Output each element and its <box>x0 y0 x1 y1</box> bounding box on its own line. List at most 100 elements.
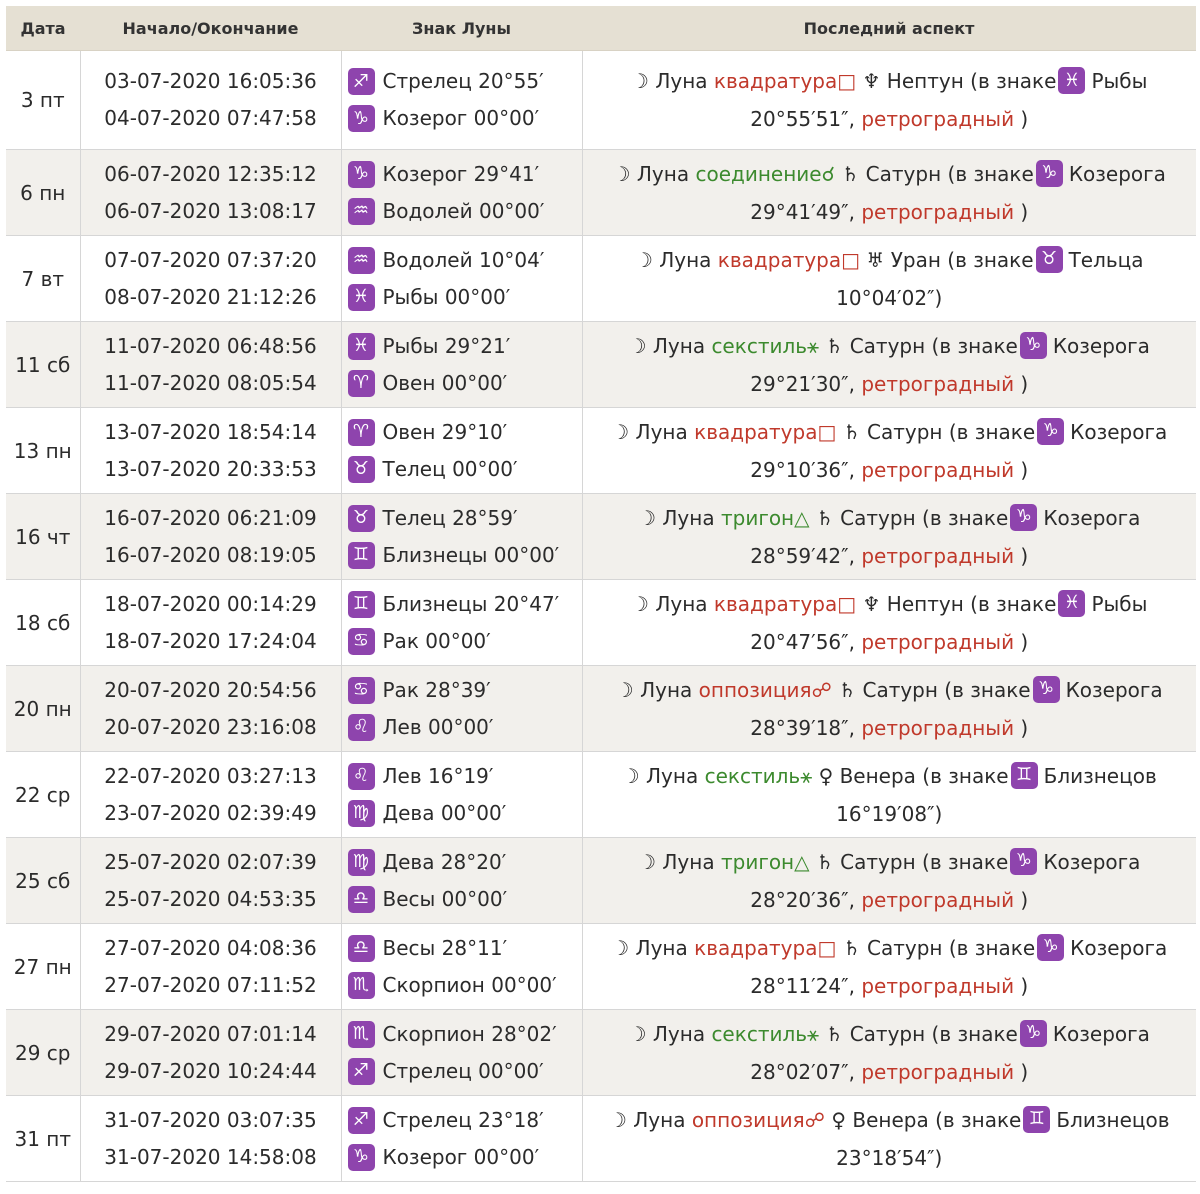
sign-line-end: ♐ Стрелец 00°00′ <box>347 1053 582 1090</box>
sign-text: Близнецы 20°47′ <box>382 591 560 616</box>
zodiac-icon: ♉ <box>347 504 375 532</box>
aspect-tail: ) <box>1020 199 1029 224</box>
date-cell: 16 чт <box>6 493 81 580</box>
aspect-name: тригон <box>720 849 795 874</box>
aspect-symbol-icon: □ <box>837 69 857 93</box>
aspect-tail: ) <box>1020 543 1029 568</box>
sign-line-start: ♐ Стрелец 23°18′ <box>347 1102 582 1139</box>
aspect-tail: ) <box>1020 973 1029 998</box>
planet-label: ♄ Сатурн (в знаке <box>815 849 1009 874</box>
moon-table: Дата Начало/Окончание Знак Луны Последни… <box>6 6 1196 1182</box>
zodiac-icon: ♏ <box>347 1020 375 1048</box>
start-time: 06-07-2020 12:35:12 <box>104 161 317 186</box>
table-row: 27 пн 27-07-2020 04:08:36 27-07-2020 07:… <box>6 923 1196 1010</box>
aspect-cell: ☽ Луна тригон△ ♄ Сатурн (в знаке ♑ Козерог… <box>582 837 1196 924</box>
aspect-name: секстиль <box>711 333 808 358</box>
sign-line-start: ♋ Рак 28°39′ <box>347 672 582 709</box>
sign-line-end: ♌ Лев 00°00′ <box>347 709 582 746</box>
sign-text: Стрелец 20°55′ <box>382 69 544 93</box>
header-sign: Знак Луны <box>341 6 582 51</box>
retrograde-label: ретроградный <box>861 973 1015 998</box>
aspect-name: секстиль <box>711 1021 808 1046</box>
start-time: 25-07-2020 02:07:39 <box>104 849 317 874</box>
zodiac-icon: ♊ <box>347 541 375 569</box>
sign-line-start: ♒ Водолей 10°04′ <box>347 242 582 279</box>
sign-text: Дева 00°00′ <box>382 800 507 825</box>
planet-label: ♀ Венера (в знаке <box>831 1107 1022 1132</box>
times-cell: 03-07-2020 16:05:36 04-07-2020 07:47:58 <box>80 50 342 150</box>
planet-label: ♄ Сатурн (в знаке <box>841 161 1034 186</box>
moon-label: ☽ Луна <box>608 1107 686 1132</box>
date-text: 6 пн <box>20 180 66 205</box>
aspect-cell: ☽ Луна квадратура□ ♄ Сатурн (в знаке ♑ Коз… <box>582 407 1196 494</box>
aspect-name: квадратура <box>717 247 842 272</box>
end-time: 11-07-2020 08:05:54 <box>104 370 317 395</box>
sign-text: Рак 28°39′ <box>382 677 491 702</box>
aspect-symbol-icon: ⚹ <box>807 1021 820 1046</box>
planet-position: Козерога 28°11′24″, <box>750 935 1168 998</box>
moon-calendar: Дата Начало/Окончание Знак Луны Последни… <box>6 6 1196 1182</box>
zodiac-icon: ♊ <box>1010 761 1038 789</box>
end-time: 06-07-2020 13:08:17 <box>104 198 317 223</box>
date-cell: 31 пт <box>6 1095 81 1182</box>
aspect-cell: ☽ Луна квадратура□ ♅ Уран (в знаке ♉ Тельц… <box>582 235 1196 322</box>
sign-cell: ♋ Рак 28°39′ ♌ Лев 00°00′ <box>341 665 583 752</box>
moon-label: ☽ Луна <box>638 849 715 874</box>
sign-text: Весы 28°11′ <box>382 935 508 960</box>
sign-text: Козерог 29°41′ <box>382 161 540 186</box>
end-time: 13-07-2020 20:33:53 <box>104 456 317 481</box>
zodiac-icon: ♐ <box>347 1106 375 1134</box>
retrograde-label: ретроградный <box>861 715 1015 740</box>
date-cell: 18 сб <box>6 579 81 666</box>
planet-label: ♆ Нептун (в знаке <box>862 591 1057 616</box>
sign-cell: ♑ Козерог 29°41′ ♒ Водолей 00°00′ <box>341 149 583 236</box>
date-text: 27 пн <box>13 954 72 979</box>
date-cell: 11 сб <box>6 321 81 408</box>
moon-label: ☽ Луна <box>628 1021 706 1046</box>
planet-position: Козерога 29°41′49″, <box>750 161 1166 224</box>
times-cell: 25-07-2020 02:07:39 25-07-2020 04:53:35 <box>80 837 342 924</box>
aspect-tail: ) <box>1020 457 1029 482</box>
start-time: 29-07-2020 07:01:14 <box>104 1021 317 1046</box>
retrograde-label: ретроградный <box>861 629 1015 654</box>
start-time: 16-07-2020 06:21:09 <box>104 505 317 530</box>
aspect-symbol-icon: □ <box>837 591 857 616</box>
sign-text: Скорпион 28°02′ <box>382 1021 557 1046</box>
end-time: 16-07-2020 08:19:05 <box>104 542 317 567</box>
sign-line-end: ♊ Близнецы 00°00′ <box>347 537 582 574</box>
table-row: 29 ср 29-07-2020 07:01:14 29-07-2020 10:… <box>6 1009 1196 1096</box>
table-header-row: Дата Начало/Окончание Знак Луны Последни… <box>6 6 1196 51</box>
aspect-symbol-icon: □ <box>817 935 837 960</box>
sign-line-end: ♉ Телец 00°00′ <box>347 451 582 488</box>
sign-text: Весы 00°00′ <box>382 886 508 911</box>
moon-label: ☽ Луна <box>611 935 688 960</box>
planet-label: ♄ Сатурн (в знаке <box>825 333 1018 358</box>
aspect-cell: ☽ Луна секстиль⚹ ♀ Венера (в знаке ♊ Близн… <box>582 751 1196 838</box>
sign-cell: ♍ Дева 28°20′ ♎ Весы 00°00′ <box>341 837 583 924</box>
date-text: 25 сб <box>15 868 71 893</box>
zodiac-icon: ♉ <box>1035 245 1063 273</box>
sign-line-start: ♓ Рыбы 29°21′ <box>347 328 582 365</box>
planet-position: Близнецов 23°18′54″) <box>836 1107 1170 1170</box>
sign-text: Водолей 10°04′ <box>382 247 545 272</box>
aspect-symbol-icon: △ <box>794 505 810 530</box>
sign-line-start: ♍ Дева 28°20′ <box>347 844 582 881</box>
zodiac-icon: ♑ <box>1035 159 1063 187</box>
retrograde-label: ретроградный <box>861 107 1015 131</box>
times-cell: 29-07-2020 07:01:14 29-07-2020 10:24:44 <box>80 1009 342 1096</box>
sign-cell: ♒ Водолей 10°04′ ♓ Рыбы 00°00′ <box>341 235 583 322</box>
planet-label: ♄ Сатурн (в знаке <box>842 419 1036 444</box>
sign-line-end: ♓ Рыбы 00°00′ <box>347 279 582 316</box>
date-text: 29 ср <box>15 1040 71 1065</box>
times-cell: 11-07-2020 06:48:56 11-07-2020 08:05:54 <box>80 321 342 408</box>
sign-line-end: ♈ Овен 00°00′ <box>347 365 582 402</box>
aspect-cell: ☽ Луна оппозиция☍ ♀ Венера (в знаке ♊ Близ… <box>582 1095 1196 1182</box>
sign-text: Лев 00°00′ <box>382 714 494 739</box>
sign-cell: ♐ Стрелец 20°55′ ♑ Козерог 00°00′ <box>341 50 583 150</box>
sign-line-start: ♏ Скорпион 28°02′ <box>347 1016 582 1053</box>
zodiac-icon: ♑ <box>1010 503 1038 531</box>
zodiac-icon: ♈ <box>347 418 375 446</box>
aspect-cell: ☽ Луна соединение☌ ♄ Сатурн (в знаке ♑ Коз… <box>582 149 1196 236</box>
zodiac-icon: ♈ <box>347 369 375 397</box>
aspect-name: тригон <box>720 505 795 530</box>
